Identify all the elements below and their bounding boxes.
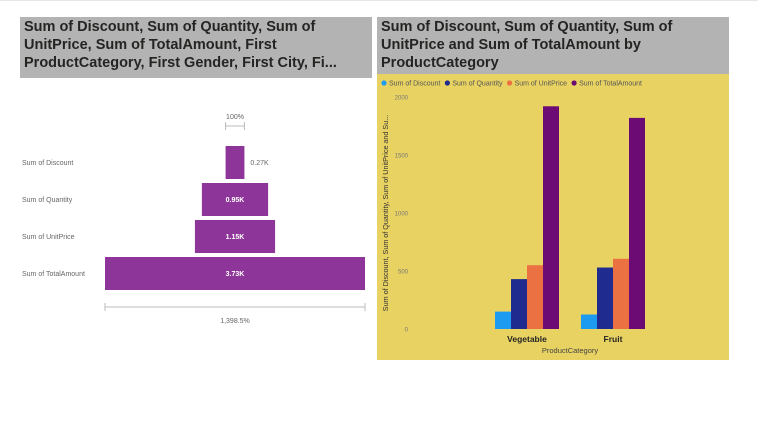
- funnel-category-label: Sum of UnitPrice: [22, 234, 75, 241]
- funnel-top-bracket: [225, 122, 245, 130]
- column-bar[interactable]: [527, 265, 543, 329]
- x-category-label: Vegetable: [507, 334, 547, 344]
- legend-marker[interactable]: [444, 80, 450, 86]
- y-tick-label: 1500: [395, 154, 409, 160]
- funnel-visual[interactable]: Sum of Discount, Sum of Quantity, Sum of…: [20, 17, 372, 337]
- funnel-bar[interactable]: [201, 183, 269, 216]
- y-tick-label: 2000: [395, 96, 409, 102]
- funnel-title: Sum of Discount, Sum of Quantity, Sum of…: [24, 19, 337, 71]
- legend-marker[interactable]: [506, 80, 513, 86]
- column-bar[interactable]: [597, 267, 613, 329]
- funnel-data-label: 3.73K: [226, 271, 245, 278]
- legend-marker[interactable]: [381, 80, 387, 86]
- legend-label[interactable]: Sum of Quantity: [452, 81, 503, 88]
- clustered-column-chart[interactable]: Sum of Discount Sum of Quantity Sum of Uni…: [377, 74, 729, 360]
- legend-marker[interactable]: [571, 80, 577, 86]
- funnel-category-label: Sum of Quantity: [22, 197, 73, 204]
- legend-label[interactable]: Sum of UnitPrice: [515, 81, 568, 88]
- x-axis-title: ProductCategory: [542, 346, 599, 355]
- funnel-bar[interactable]: [105, 257, 365, 290]
- funnel-bar[interactable]: [225, 146, 245, 179]
- funnel-bottom-percent: 1,398.5%: [220, 318, 250, 325]
- y-tick-label: 500: [398, 270, 409, 276]
- funnel-data-label: 0.27K: [250, 160, 269, 167]
- funnel-bar[interactable]: [194, 220, 276, 253]
- column-bar[interactable]: [581, 314, 597, 330]
- funnel-data-label: 0.95K: [226, 197, 245, 204]
- funnel-top-percent: 100%: [226, 114, 244, 121]
- funnel-category-label: Sum of Discount: [22, 160, 73, 167]
- funnel-title-bar: Sum of Discount, Sum of Quantity, Sum of…: [20, 17, 372, 78]
- x-category-label: Fruit: [604, 334, 623, 344]
- column-bar[interactable]: [511, 279, 527, 329]
- funnel-chart[interactable]: 100% Sum of Discount 0.27K Sum of Quantity 0…: [20, 78, 372, 337]
- y-axis-title: Sum of Discount, Sum of Quantity, Sum of…: [381, 115, 390, 311]
- column-bar[interactable]: [613, 258, 629, 329]
- funnel-category-label: Sum of TotalAmount: [22, 271, 85, 278]
- funnel-data-label: 1.15K: [226, 234, 245, 241]
- clustered-column-visual[interactable]: Sum of Discount, Sum of Quantity, Sum of…: [377, 17, 729, 360]
- page-top-border: [0, 0, 758, 1]
- y-tick-label: 1000: [395, 212, 409, 218]
- column-bar[interactable]: [629, 117, 645, 329]
- legend-label[interactable]: Sum of Discount: [389, 81, 440, 88]
- bar-title-bar: Sum of Discount, Sum of Quantity, Sum of…: [377, 17, 729, 74]
- y-tick-label: 0: [405, 328, 409, 334]
- column-bar[interactable]: [543, 106, 559, 329]
- funnel-bottom-bracket: [104, 303, 366, 311]
- legend-label[interactable]: Sum of TotalAmount: [579, 81, 642, 88]
- column-bar[interactable]: [495, 311, 511, 329]
- bar-title: Sum of Discount, Sum of Quantity, Sum of…: [381, 19, 673, 71]
